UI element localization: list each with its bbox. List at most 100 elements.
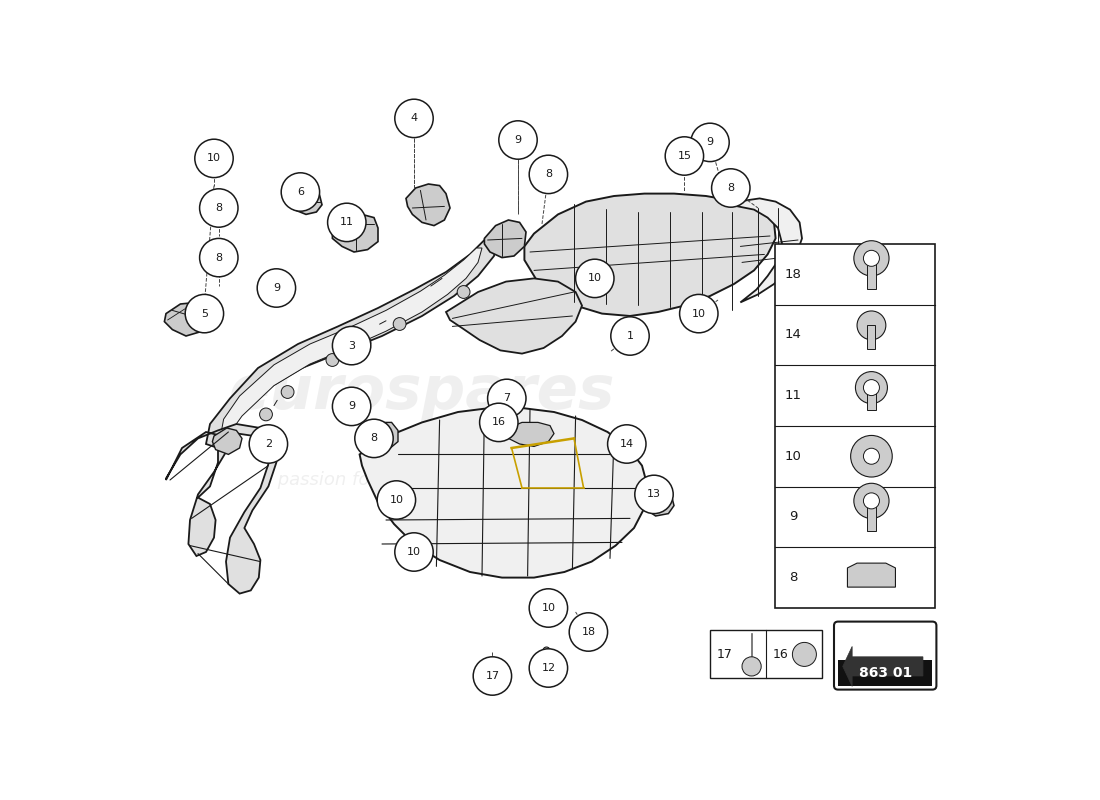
Text: 14: 14 <box>784 329 802 342</box>
Circle shape <box>666 137 704 175</box>
Text: 8: 8 <box>544 170 552 179</box>
Text: 9: 9 <box>348 402 355 411</box>
FancyBboxPatch shape <box>867 501 877 531</box>
Polygon shape <box>525 194 775 316</box>
Circle shape <box>857 311 886 340</box>
Circle shape <box>473 657 512 695</box>
Text: 8: 8 <box>789 571 797 584</box>
Circle shape <box>282 173 320 211</box>
Circle shape <box>792 642 816 666</box>
Circle shape <box>487 379 526 418</box>
Text: 863 01: 863 01 <box>859 666 912 680</box>
Text: 10: 10 <box>407 547 421 557</box>
Circle shape <box>610 317 649 355</box>
Circle shape <box>199 189 238 227</box>
Polygon shape <box>212 428 242 454</box>
Circle shape <box>326 354 339 366</box>
Polygon shape <box>508 422 554 446</box>
Polygon shape <box>406 184 450 226</box>
Text: 3: 3 <box>348 341 355 350</box>
Circle shape <box>742 657 761 676</box>
Text: 1: 1 <box>627 331 634 341</box>
Polygon shape <box>332 214 378 252</box>
Polygon shape <box>847 563 895 587</box>
FancyBboxPatch shape <box>867 258 877 289</box>
Circle shape <box>607 425 646 463</box>
Circle shape <box>575 259 614 298</box>
Text: 9: 9 <box>273 283 280 293</box>
Text: 10: 10 <box>541 603 556 613</box>
Circle shape <box>185 294 223 333</box>
Circle shape <box>199 238 238 277</box>
Circle shape <box>282 386 294 398</box>
Circle shape <box>355 419 393 458</box>
Circle shape <box>332 387 371 426</box>
Circle shape <box>529 649 568 687</box>
Circle shape <box>635 475 673 514</box>
Polygon shape <box>164 302 206 336</box>
Circle shape <box>691 123 729 162</box>
Text: 16: 16 <box>492 418 506 427</box>
Polygon shape <box>446 278 582 354</box>
Text: 12: 12 <box>541 663 556 673</box>
Text: a passion for excellence since 1985: a passion for excellence since 1985 <box>261 471 583 489</box>
Circle shape <box>257 269 296 307</box>
Circle shape <box>529 155 568 194</box>
FancyBboxPatch shape <box>867 387 877 410</box>
Circle shape <box>680 294 718 333</box>
Text: 7: 7 <box>503 394 510 403</box>
Circle shape <box>864 250 879 266</box>
Polygon shape <box>364 422 398 450</box>
Polygon shape <box>220 248 482 438</box>
Text: eurospares: eurospares <box>229 362 615 422</box>
Text: 16: 16 <box>772 648 789 661</box>
Text: 10: 10 <box>692 309 706 318</box>
Text: 8: 8 <box>371 434 377 443</box>
Circle shape <box>864 379 879 395</box>
Circle shape <box>854 483 889 518</box>
Circle shape <box>850 435 892 477</box>
Circle shape <box>458 286 470 298</box>
FancyBboxPatch shape <box>868 326 876 350</box>
Text: 18: 18 <box>784 268 802 281</box>
Polygon shape <box>648 494 674 516</box>
Text: 8: 8 <box>216 253 222 262</box>
Circle shape <box>864 493 879 509</box>
Text: 8: 8 <box>727 183 735 193</box>
Text: 11: 11 <box>340 218 354 227</box>
Text: 8: 8 <box>216 203 222 213</box>
Text: 15: 15 <box>678 151 692 161</box>
Polygon shape <box>206 236 498 448</box>
Circle shape <box>712 169 750 207</box>
Polygon shape <box>287 190 322 214</box>
Text: 13: 13 <box>647 490 661 499</box>
Circle shape <box>332 326 371 365</box>
Circle shape <box>250 425 287 463</box>
Text: 9: 9 <box>515 135 521 145</box>
Text: 17: 17 <box>716 648 733 661</box>
Circle shape <box>377 481 416 519</box>
Circle shape <box>498 121 537 159</box>
Text: 5: 5 <box>201 309 208 318</box>
Polygon shape <box>738 198 802 302</box>
Polygon shape <box>484 220 526 258</box>
Text: 10: 10 <box>389 495 404 505</box>
Text: 6: 6 <box>297 187 304 197</box>
Text: 14: 14 <box>619 439 634 449</box>
Polygon shape <box>360 408 648 578</box>
Circle shape <box>260 408 273 421</box>
Text: 4: 4 <box>410 114 418 123</box>
Circle shape <box>395 99 433 138</box>
Text: 18: 18 <box>581 627 595 637</box>
Circle shape <box>569 613 607 651</box>
Circle shape <box>393 318 406 330</box>
Text: 10: 10 <box>587 274 602 283</box>
Circle shape <box>480 403 518 442</box>
FancyBboxPatch shape <box>776 244 935 608</box>
Circle shape <box>864 448 879 464</box>
FancyBboxPatch shape <box>838 661 933 686</box>
Text: 9: 9 <box>789 510 797 523</box>
Text: 2: 2 <box>265 439 272 449</box>
Text: 17: 17 <box>485 671 499 681</box>
Polygon shape <box>166 424 276 594</box>
